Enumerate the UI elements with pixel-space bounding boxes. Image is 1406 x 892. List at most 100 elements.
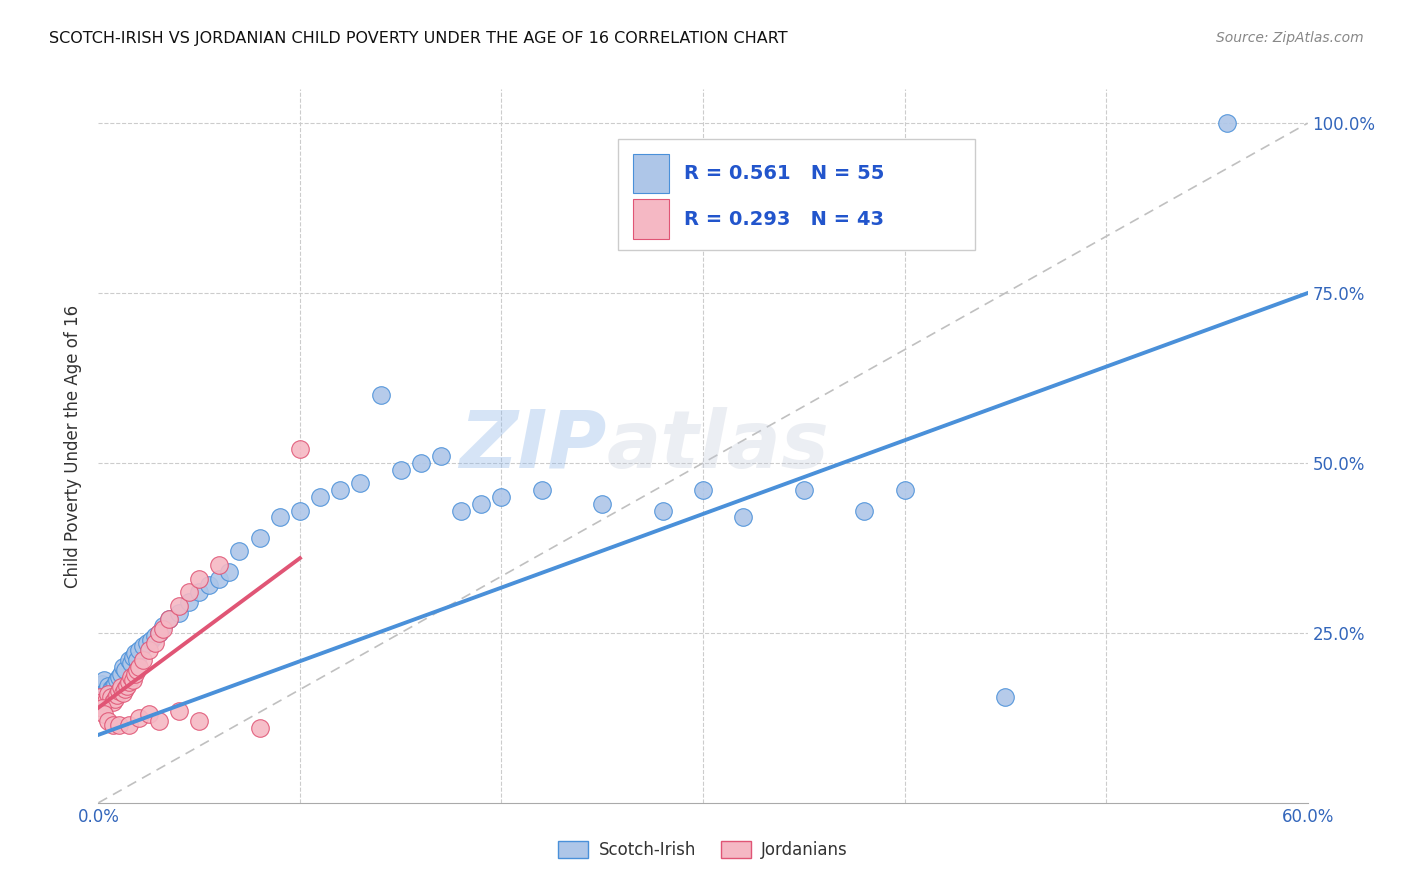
Point — [101, 717, 124, 731]
Point — [107, 670, 129, 684]
Point — [110, 666, 132, 681]
Text: R = 0.293   N = 43: R = 0.293 N = 43 — [683, 210, 883, 228]
Point — [96, 694, 118, 708]
Point — [132, 653, 155, 667]
Point — [121, 649, 143, 664]
Point — [115, 679, 138, 693]
Point — [148, 714, 170, 729]
Point — [470, 497, 492, 511]
Point — [118, 674, 141, 689]
Point — [103, 677, 125, 691]
Point — [994, 690, 1017, 705]
Point — [157, 612, 180, 626]
Point — [249, 721, 271, 735]
Point — [111, 660, 134, 674]
Legend: Scotch-Irish, Jordanians: Scotch-Irish, Jordanians — [551, 834, 855, 866]
Point — [143, 629, 166, 643]
Point — [430, 449, 453, 463]
Point — [118, 653, 141, 667]
Point — [101, 680, 124, 694]
Point — [249, 531, 271, 545]
Point — [93, 673, 115, 688]
Point — [100, 681, 122, 696]
Point — [93, 699, 115, 714]
Point — [218, 565, 240, 579]
Point — [138, 707, 160, 722]
Point — [105, 689, 128, 703]
Point — [114, 663, 136, 677]
Point — [111, 686, 134, 700]
Y-axis label: Child Poverty Under the Age of 16: Child Poverty Under the Age of 16 — [63, 304, 82, 588]
Point — [893, 483, 915, 498]
Point — [135, 636, 157, 650]
Bar — [633, 200, 669, 239]
Point — [110, 680, 132, 694]
Point — [125, 663, 148, 677]
Point — [208, 558, 231, 572]
Text: atlas: atlas — [606, 407, 830, 485]
Point — [101, 695, 124, 709]
Point — [853, 503, 876, 517]
Point — [97, 714, 120, 729]
Point — [167, 599, 190, 613]
Point — [409, 456, 432, 470]
Point — [91, 695, 114, 709]
Point — [105, 673, 128, 688]
Point — [96, 683, 118, 698]
Point — [128, 711, 150, 725]
Point — [309, 490, 332, 504]
Point — [97, 687, 120, 701]
Point — [121, 673, 143, 688]
Point — [179, 585, 201, 599]
Point — [107, 717, 129, 731]
Point — [208, 572, 231, 586]
Point — [389, 463, 412, 477]
Point — [188, 572, 211, 586]
Point — [128, 643, 150, 657]
Point — [188, 714, 211, 729]
Point — [118, 717, 141, 731]
Point — [148, 626, 170, 640]
Point — [179, 595, 201, 609]
Point — [103, 692, 125, 706]
FancyBboxPatch shape — [619, 139, 976, 250]
Point — [91, 700, 114, 714]
Point — [107, 683, 129, 698]
Point — [591, 497, 613, 511]
Point — [329, 483, 352, 498]
Point — [288, 503, 311, 517]
Point — [120, 657, 142, 671]
Text: SCOTCH-IRISH VS JORDANIAN CHILD POVERTY UNDER THE AGE OF 16 CORRELATION CHART: SCOTCH-IRISH VS JORDANIAN CHILD POVERTY … — [49, 31, 787, 46]
Point — [1216, 116, 1239, 130]
Point — [124, 666, 146, 681]
Point — [198, 578, 221, 592]
Bar — [633, 153, 669, 193]
Point — [91, 677, 114, 691]
Point — [450, 503, 472, 517]
Point — [228, 544, 250, 558]
Point — [491, 490, 513, 504]
Point — [651, 503, 673, 517]
Point — [733, 510, 755, 524]
Point — [93, 707, 115, 722]
Point — [89, 690, 111, 705]
Point — [152, 619, 174, 633]
Point — [120, 670, 142, 684]
Point — [114, 681, 136, 696]
Text: Source: ZipAtlas.com: Source: ZipAtlas.com — [1216, 31, 1364, 45]
Point — [167, 606, 190, 620]
Point — [128, 660, 150, 674]
Point — [288, 442, 311, 457]
Point — [139, 632, 162, 647]
Point — [125, 653, 148, 667]
Point — [100, 690, 122, 705]
Point — [132, 640, 155, 654]
Point — [152, 623, 174, 637]
Text: R = 0.561   N = 55: R = 0.561 N = 55 — [683, 164, 884, 183]
Point — [143, 636, 166, 650]
Point — [157, 612, 180, 626]
Text: ZIP: ZIP — [458, 407, 606, 485]
Point — [124, 646, 146, 660]
Point — [269, 510, 291, 524]
Point — [97, 679, 120, 693]
